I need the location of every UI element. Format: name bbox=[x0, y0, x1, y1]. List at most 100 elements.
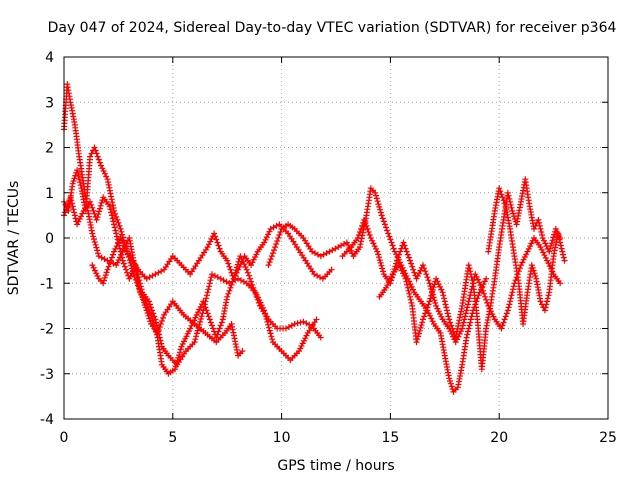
data-point-marker bbox=[531, 270, 538, 277]
data-point-marker bbox=[202, 298, 209, 305]
data-point-marker bbox=[510, 283, 517, 290]
x-tick-label: 5 bbox=[168, 430, 177, 446]
data-point-marker bbox=[101, 274, 108, 281]
data-point-marker bbox=[156, 334, 163, 341]
data-point-marker bbox=[371, 243, 378, 250]
data-point-marker bbox=[203, 295, 210, 302]
x-tick-label: 10 bbox=[273, 430, 291, 446]
data-point-marker bbox=[423, 307, 430, 314]
data-point-marker bbox=[510, 210, 517, 217]
data-point-marker bbox=[119, 254, 125, 261]
data-point-marker bbox=[417, 324, 424, 331]
y-tick-label: 4 bbox=[45, 50, 54, 66]
data-point-marker bbox=[366, 232, 373, 238]
data-point-marker bbox=[379, 265, 386, 272]
data-point-marker bbox=[528, 214, 535, 221]
data-point-marker bbox=[400, 270, 406, 277]
data-point-marker bbox=[71, 209, 78, 216]
data-point-marker bbox=[192, 336, 199, 343]
data-point-marker bbox=[427, 283, 434, 290]
data-point-marker bbox=[235, 266, 242, 273]
data-point-marker bbox=[460, 319, 467, 326]
data-point-marker bbox=[268, 333, 275, 340]
data-point-marker bbox=[467, 316, 474, 323]
data-point-marker bbox=[474, 276, 481, 283]
data-point-marker bbox=[447, 319, 454, 326]
data-point-marker bbox=[297, 319, 304, 326]
data-point-marker bbox=[465, 325, 472, 332]
data-point-marker bbox=[404, 284, 411, 291]
data-point-marker bbox=[547, 245, 554, 252]
y-tick-label: 2 bbox=[45, 141, 54, 157]
data-point-marker bbox=[402, 245, 409, 252]
data-point-marker bbox=[469, 277, 476, 284]
data-point-marker bbox=[87, 198, 94, 205]
data-point-marker bbox=[383, 224, 389, 231]
data-point-marker bbox=[467, 268, 474, 275]
data-point-marker bbox=[429, 287, 436, 293]
data-point-marker bbox=[248, 278, 255, 285]
data-point-marker bbox=[507, 198, 514, 205]
data-point-marker bbox=[463, 334, 470, 341]
data-point-marker bbox=[263, 316, 270, 322]
data-point-marker bbox=[354, 235, 361, 241]
data-point-marker bbox=[373, 245, 379, 252]
data-point-marker bbox=[145, 312, 152, 319]
series-track-g bbox=[376, 176, 564, 373]
data-point-marker bbox=[103, 173, 110, 180]
data-point-marker bbox=[70, 113, 77, 120]
data-point-marker bbox=[541, 237, 547, 244]
data-point-marker bbox=[94, 153, 101, 160]
data-point-marker bbox=[199, 310, 206, 317]
data-point-marker bbox=[105, 181, 112, 188]
data-point-marker bbox=[269, 250, 276, 257]
data-point-marker bbox=[536, 222, 543, 229]
data-point-marker bbox=[560, 254, 567, 261]
data-point-marker bbox=[328, 266, 335, 273]
data-point-marker bbox=[382, 221, 388, 228]
data-point-marker bbox=[137, 283, 144, 290]
data-point-marker bbox=[506, 301, 513, 308]
data-point-marker bbox=[93, 244, 100, 251]
data-point-marker bbox=[424, 304, 431, 311]
data-point-marker bbox=[158, 318, 165, 324]
data-point-marker bbox=[369, 237, 376, 244]
data-point-marker bbox=[197, 316, 204, 322]
data-point-marker bbox=[356, 229, 363, 235]
data-point-marker bbox=[112, 210, 119, 217]
data-point-marker bbox=[97, 202, 104, 209]
data-point-marker bbox=[402, 275, 409, 282]
data-point-marker bbox=[118, 228, 125, 235]
y-tick-label: -4 bbox=[40, 412, 54, 428]
data-point-marker bbox=[377, 206, 384, 213]
data-point-marker bbox=[498, 325, 505, 332]
data-point-marker bbox=[253, 251, 260, 258]
data-point-marker bbox=[500, 197, 507, 204]
data-point-marker bbox=[364, 225, 371, 232]
data-point-marker bbox=[143, 307, 150, 314]
data-point-marker bbox=[408, 260, 415, 267]
data-point-marker bbox=[148, 304, 154, 311]
data-point-marker bbox=[226, 287, 233, 294]
series-track-h bbox=[485, 185, 568, 327]
data-point-marker bbox=[504, 189, 511, 196]
data-point-marker bbox=[448, 322, 455, 329]
data-point-marker bbox=[216, 245, 223, 252]
data-point-marker bbox=[377, 209, 384, 216]
data-point-marker bbox=[410, 266, 417, 273]
data-point-marker bbox=[208, 274, 215, 281]
data-point-marker bbox=[113, 230, 120, 237]
y-tick-label: -1 bbox=[40, 276, 54, 292]
data-point-marker bbox=[445, 313, 452, 320]
data-point-marker bbox=[355, 232, 362, 238]
data-point-marker bbox=[227, 266, 234, 273]
y-axis-label: SDTVAR / TECUs bbox=[6, 181, 22, 296]
data-point-marker bbox=[147, 301, 153, 308]
y-tick-label: 3 bbox=[45, 95, 54, 111]
data-series bbox=[61, 81, 568, 395]
data-point-marker bbox=[89, 204, 96, 211]
data-point-marker bbox=[107, 206, 114, 213]
data-point-marker bbox=[146, 315, 153, 322]
data-point-marker bbox=[205, 241, 212, 248]
data-point-marker bbox=[119, 257, 126, 264]
